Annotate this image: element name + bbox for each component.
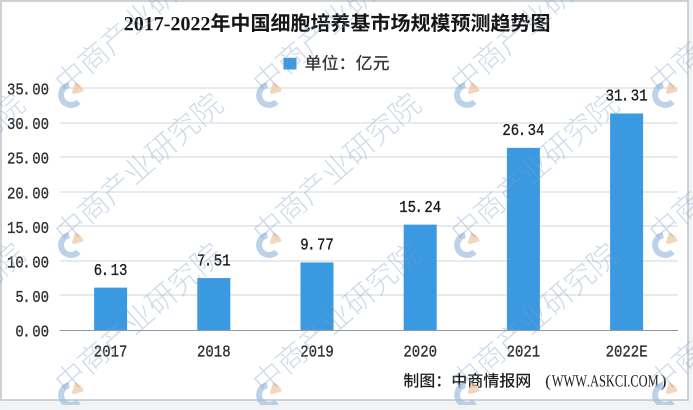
svg-text:31.31: 31. 31 [606,87,648,107]
svg-text:9.77: 9. 77 [300,236,334,256]
svg-text:26.34: 26. 34 [502,121,544,141]
svg-text:25.00: 25. 00 [7,150,49,169]
svg-text:2017: 2017 [94,342,128,362]
svg-text:15.00: 15. 00 [7,219,49,238]
svg-text:15.24: 15. 24 [399,198,441,218]
svg-text:2019: 2019 [300,342,334,362]
svg-text:35.00: 35. 00 [7,81,49,100]
svg-text:5.00: 5. 00 [15,288,49,307]
svg-text:6.13: 6. 13 [94,261,128,281]
svg-text:2022E: 2022E [606,342,648,362]
svg-text:0.00: 0. 00 [15,323,49,342]
svg-text:20.00: 20. 00 [7,184,49,203]
svg-text:2018: 2018 [197,342,231,362]
svg-text:30.00: 30. 00 [7,115,49,134]
svg-text:2020: 2020 [403,342,437,362]
svg-text:2021: 2021 [507,342,541,362]
